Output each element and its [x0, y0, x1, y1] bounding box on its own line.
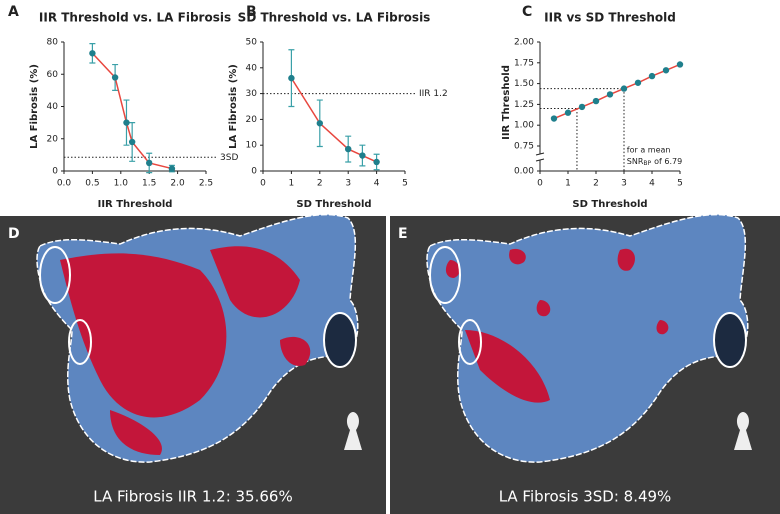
data-point	[123, 119, 130, 126]
panel-letter: B	[246, 4, 257, 20]
data-point	[359, 152, 366, 159]
panel-letter: D	[8, 226, 20, 242]
data-point	[648, 72, 656, 80]
heart-render-e	[426, 213, 752, 463]
data-point	[316, 120, 323, 127]
x-tick-label: 0.5	[85, 179, 99, 189]
data-point	[578, 103, 586, 111]
data-point	[620, 85, 628, 92]
data-point	[676, 61, 684, 68]
x-tick-label: 1	[289, 179, 295, 189]
axis-break	[535, 152, 545, 156]
y-tick-label: 0	[251, 167, 257, 177]
x-tick-label: 4	[374, 179, 380, 189]
annotation-part: of 6.79	[654, 157, 682, 166]
y-tick-label: 1.25	[514, 100, 534, 110]
y-axis-label: LA Fibrosis (%)	[29, 64, 40, 149]
chart-title: SD Threshold vs. LA Fibrosis	[238, 11, 431, 25]
data-point	[634, 79, 642, 86]
data-line	[290, 77, 377, 163]
x-tick-label: 5	[402, 179, 408, 189]
data-point	[89, 50, 96, 57]
data-point	[146, 159, 153, 167]
image-caption: LA Fibrosis IIR 1.2: 35.66%	[93, 488, 292, 506]
x-tick-label: 2.5	[199, 179, 213, 189]
y-tick-label: 80	[47, 38, 59, 48]
x-tick-label: 3	[621, 179, 627, 189]
data-point	[345, 145, 352, 153]
data-point	[288, 74, 295, 82]
y-tick-label: 30	[246, 89, 258, 99]
heart-render-d	[36, 213, 362, 463]
data-point	[168, 165, 176, 172]
image-caption: LA Fibrosis 3SD: 8.49%	[499, 488, 672, 506]
y-tick-label: 50	[246, 38, 258, 48]
x-axis-label: SD Threshold	[572, 199, 647, 210]
y-tick-label: 0	[52, 167, 58, 177]
data-point	[592, 97, 600, 105]
y-axis-label: IIR Threshold	[501, 65, 512, 140]
x-tick-label: 1.5	[142, 179, 156, 189]
y-tick-label: 40	[47, 102, 59, 112]
y-tick-label: 20	[47, 134, 59, 144]
data-point	[128, 138, 136, 146]
data-line	[553, 63, 681, 120]
annotation: SNRBP of 6.79	[627, 157, 682, 167]
data-point	[373, 158, 380, 166]
x-tick-label: 3	[345, 179, 351, 189]
x-tick-label: 1	[565, 179, 571, 189]
annotation: for a mean	[627, 146, 671, 155]
x-axis-label: IIR Threshold	[98, 199, 173, 210]
axis-break	[535, 158, 545, 162]
y-tick-label: 0.75	[514, 142, 534, 152]
annotation-part: SNR	[627, 157, 644, 166]
x-tick-label: 2	[317, 179, 323, 189]
y-tick-label: 1.75	[514, 58, 534, 68]
y-tick-label: 10	[246, 141, 258, 151]
data-point	[606, 91, 614, 98]
x-tick-label: 5	[677, 179, 683, 189]
y-tick-label: 0.00	[514, 167, 534, 177]
y-tick-label: 60	[47, 70, 59, 80]
x-tick-label: 1.0	[114, 179, 129, 189]
panel-letter: A	[8, 4, 19, 20]
data-point	[111, 74, 119, 81]
panel-letter: E	[398, 226, 408, 242]
reference-label: IIR 1.2	[419, 89, 448, 99]
y-tick-label: 40	[246, 63, 258, 73]
x-tick-label: 4	[649, 179, 655, 189]
data-point	[564, 109, 572, 116]
x-tick-label: 0	[260, 179, 266, 189]
annotation-subscript: BP	[643, 160, 651, 167]
chart-title: IIR vs SD Threshold	[544, 11, 676, 25]
data-point	[662, 67, 670, 74]
x-axis-label: SD Threshold	[296, 199, 371, 210]
y-axis-label: LA Fibrosis (%)	[228, 64, 239, 149]
reference-label: 3SD	[220, 153, 238, 163]
y-tick-label: 1.50	[514, 79, 534, 89]
panel-letter: C	[522, 4, 532, 20]
data-line	[91, 52, 173, 170]
chart-title: IIR Threshold vs. LA Fibrosis	[39, 11, 231, 25]
y-tick-label: 2.00	[514, 38, 534, 48]
x-tick-label: 0.0	[57, 179, 72, 189]
y-tick-label: 1.00	[514, 121, 534, 131]
data-point	[550, 115, 558, 122]
x-tick-label: 2.0	[170, 179, 185, 189]
x-tick-label: 0	[537, 179, 543, 189]
y-tick-label: 20	[246, 115, 258, 125]
x-tick-label: 2	[593, 179, 599, 189]
